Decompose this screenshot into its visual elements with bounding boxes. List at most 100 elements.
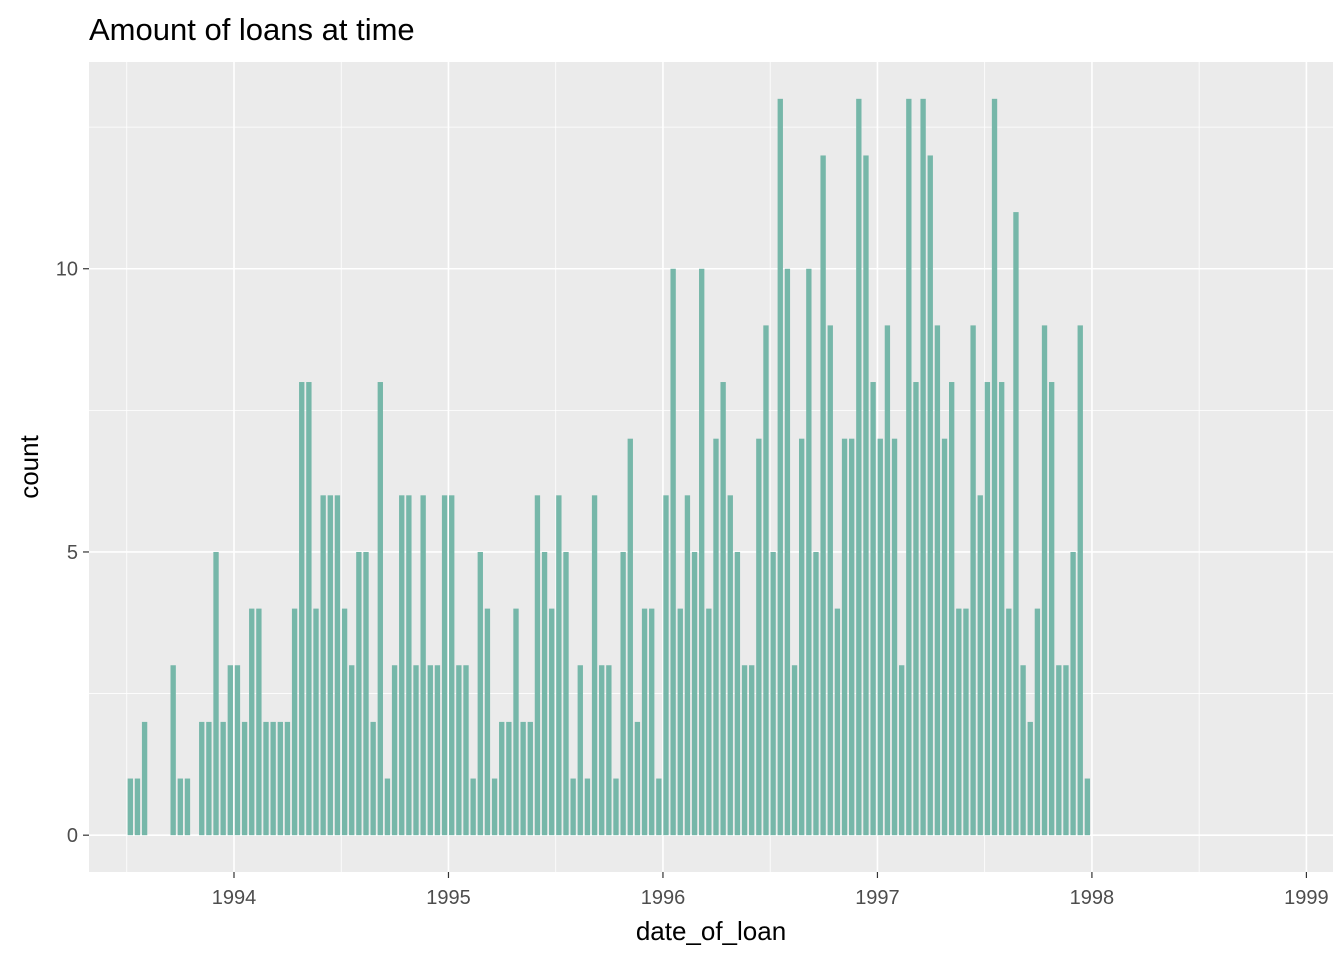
bar (327, 495, 333, 836)
bar (727, 495, 733, 836)
bar (713, 438, 719, 836)
bar (320, 495, 326, 836)
bar (720, 382, 726, 836)
bar (234, 665, 241, 836)
bar (977, 495, 983, 836)
bar (527, 721, 533, 836)
bar (627, 438, 633, 836)
bar (449, 495, 455, 836)
bar (370, 721, 376, 836)
bar (1034, 608, 1041, 836)
bar (1063, 665, 1069, 836)
bar (456, 665, 462, 836)
bar (927, 155, 933, 836)
bar (1084, 778, 1091, 836)
bar (556, 495, 562, 836)
bar (506, 721, 512, 836)
bar (213, 551, 219, 836)
bar (206, 721, 212, 836)
bar (941, 438, 948, 836)
bar (313, 608, 319, 836)
bar (934, 325, 941, 836)
y-tick-label: 10 (56, 259, 78, 281)
bar (991, 98, 998, 836)
bar (770, 551, 776, 836)
bar (1041, 325, 1048, 836)
bar (299, 382, 305, 836)
bar (141, 721, 148, 836)
bar (549, 608, 555, 836)
bar (284, 721, 291, 836)
x-axis-title: date_of_loan (636, 916, 786, 946)
bar (1077, 325, 1083, 836)
x-tick-label: 1994 (212, 887, 257, 909)
major-gridlines (89, 62, 1333, 872)
bar (677, 608, 683, 836)
bar (184, 778, 191, 836)
bar (534, 495, 541, 836)
bar (570, 778, 576, 836)
bar (177, 778, 183, 836)
bar (827, 325, 833, 836)
bar (749, 665, 755, 836)
bar (706, 608, 712, 836)
bar (1013, 212, 1019, 836)
bar (899, 665, 905, 836)
bar (341, 608, 348, 836)
bar (906, 98, 912, 836)
bar (363, 551, 369, 836)
bar (870, 382, 876, 836)
bar (799, 438, 805, 836)
bar (620, 551, 626, 836)
bar-series (127, 98, 1091, 836)
bar (220, 721, 226, 836)
bar (513, 608, 519, 836)
minor-gridlines (89, 62, 1333, 872)
bar (263, 721, 269, 836)
bar (470, 778, 476, 836)
bar (1006, 608, 1012, 836)
bar (256, 608, 262, 836)
bar (999, 382, 1005, 836)
bar (1070, 551, 1076, 836)
bar (563, 551, 569, 836)
x-axis: 1994 1995 1996 1997 1998 1999 (212, 872, 1329, 909)
bar (956, 608, 962, 836)
bar (777, 98, 783, 836)
bar (541, 551, 548, 836)
bar (684, 495, 691, 836)
bar (291, 608, 298, 836)
bar (856, 98, 862, 836)
bar (1049, 382, 1055, 836)
bar (806, 268, 812, 836)
bar (127, 778, 133, 836)
bar (699, 268, 705, 836)
y-axis-title: count (14, 434, 44, 498)
bar (913, 382, 919, 836)
x-tick-label: 1999 (1284, 887, 1329, 909)
bar (227, 665, 233, 836)
chart-title: Amount of loans at time (89, 12, 415, 47)
bar (413, 665, 419, 836)
bar (420, 495, 426, 836)
bar (349, 665, 355, 836)
bar (691, 551, 698, 836)
bar (670, 268, 676, 836)
x-tick-label: 1997 (855, 887, 900, 909)
bar (399, 495, 405, 836)
bar (377, 382, 383, 836)
bar (599, 665, 605, 836)
bar (306, 382, 312, 836)
bar (241, 721, 248, 836)
y-axis: 0 5 10 (56, 259, 89, 847)
bar (270, 721, 276, 836)
bar (427, 665, 433, 836)
bar (649, 608, 655, 836)
bar (734, 551, 741, 836)
bar (663, 495, 669, 836)
bar (756, 438, 762, 836)
bar (1056, 665, 1062, 836)
bar (477, 551, 483, 836)
bar (877, 438, 883, 836)
bar (820, 155, 826, 836)
